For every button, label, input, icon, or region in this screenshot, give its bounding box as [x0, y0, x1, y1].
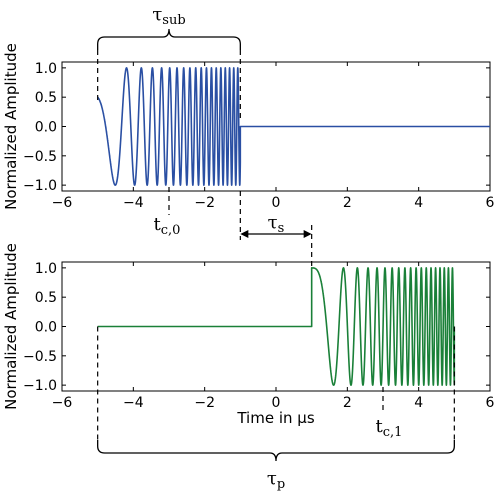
tau-s-arrowhead-right — [303, 230, 312, 238]
tau-s-label: τs — [268, 212, 285, 236]
tau-sub-brace — [97, 28, 241, 50]
y-tick-label: −1.0 — [23, 378, 57, 394]
x-axis-label: Time in µs — [236, 409, 314, 427]
tau-s-arrowhead-left — [240, 230, 249, 238]
y-tick-label: −1.0 — [23, 178, 57, 194]
tau-p-brace — [97, 440, 455, 462]
x-tick-label: 6 — [486, 395, 495, 411]
x-tick-label: 0 — [272, 195, 281, 211]
y-tick-label: 0.5 — [35, 290, 57, 306]
tc1-label: tc,1 — [376, 416, 403, 440]
annotations: τsub tc,0 τs tc,1 τp — [97, 4, 455, 492]
x-tick-label: −4 — [123, 395, 144, 411]
x-tick-label: 0 — [272, 395, 281, 411]
y-axis-label: Normalized Amplitude — [2, 43, 20, 210]
y-tick-label: −0.5 — [23, 349, 57, 365]
x-tick-label: 4 — [414, 395, 423, 411]
tau-p-label: τp — [267, 468, 285, 492]
signal-line — [96, 67, 490, 186]
x-tick-label: −6 — [52, 195, 73, 211]
x-tick-label: −6 — [52, 395, 73, 411]
tau-sub-label: τsub — [152, 4, 185, 28]
tc0-label: tc,0 — [154, 214, 181, 238]
y-axis-label: Normalized Amplitude — [2, 243, 20, 410]
y-tick-label: 1.0 — [35, 261, 57, 277]
signal-line — [97, 267, 456, 386]
y-tick-label: 1.0 — [35, 61, 57, 77]
x-tick-label: 2 — [343, 395, 352, 411]
y-tick-label: 0.0 — [35, 320, 57, 336]
y-tick-label: 0.0 — [35, 120, 57, 136]
x-tick-label: 2 — [343, 195, 352, 211]
x-tick-label: 6 — [486, 195, 495, 211]
x-tick-label: −2 — [194, 395, 215, 411]
x-tick-label: −2 — [194, 195, 215, 211]
x-tick-label: −4 — [123, 195, 144, 211]
y-tick-label: 0.5 — [35, 90, 57, 106]
y-tick-label: −0.5 — [23, 149, 57, 165]
x-tick-label: 4 — [414, 195, 423, 211]
